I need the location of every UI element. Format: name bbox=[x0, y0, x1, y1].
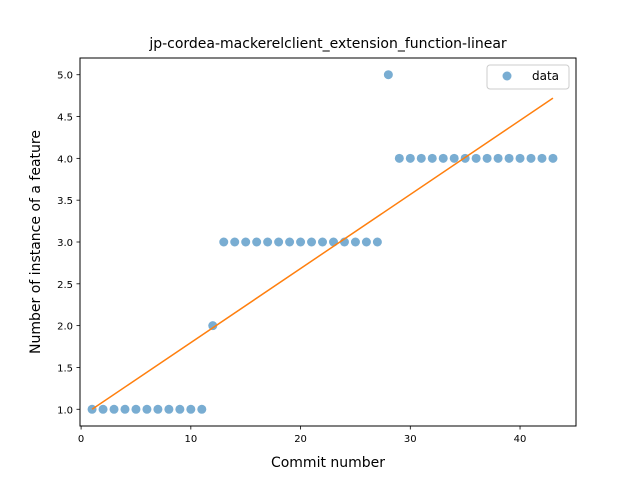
y-tick-label: 3.0 bbox=[57, 238, 73, 249]
data-point bbox=[307, 237, 317, 247]
data-point bbox=[449, 153, 459, 163]
data-point bbox=[372, 237, 382, 247]
data-point bbox=[208, 321, 218, 331]
data-point bbox=[493, 153, 503, 163]
data-point bbox=[471, 153, 481, 163]
data-point bbox=[263, 237, 273, 247]
legend-marker-data bbox=[502, 71, 512, 81]
x-tick-label: 10 bbox=[184, 434, 197, 445]
data-point bbox=[142, 404, 152, 414]
x-tick-label: 40 bbox=[514, 434, 527, 445]
data-point bbox=[383, 70, 393, 80]
data-point bbox=[504, 153, 514, 163]
data-point bbox=[548, 153, 558, 163]
data-point bbox=[427, 153, 437, 163]
data-point bbox=[186, 404, 196, 414]
data-point bbox=[175, 404, 185, 414]
data-point bbox=[230, 237, 240, 247]
data-point bbox=[394, 153, 404, 163]
data-point bbox=[285, 237, 295, 247]
y-tick-label: 1.5 bbox=[57, 363, 73, 374]
data-point bbox=[482, 153, 492, 163]
plot-area bbox=[87, 70, 558, 414]
data-point bbox=[438, 153, 448, 163]
data-point bbox=[526, 153, 536, 163]
data-point bbox=[537, 153, 547, 163]
data-point bbox=[296, 237, 306, 247]
data-point bbox=[361, 237, 371, 247]
data-point bbox=[153, 404, 163, 414]
data-point bbox=[274, 237, 284, 247]
data-point bbox=[98, 404, 108, 414]
data-point bbox=[219, 237, 229, 247]
x-tick-label: 0 bbox=[78, 434, 84, 445]
data-point bbox=[131, 404, 141, 414]
data-point bbox=[515, 153, 525, 163]
y-tick-label: 2.0 bbox=[57, 322, 73, 333]
data-point bbox=[328, 237, 338, 247]
y-tick-label: 4.5 bbox=[57, 113, 73, 124]
y-tick-label: 3.5 bbox=[57, 196, 73, 207]
data-point bbox=[416, 153, 426, 163]
data-point bbox=[120, 404, 130, 414]
x-axis-label: Commit number bbox=[271, 455, 385, 471]
y-axis-label: Number of instance of a feature bbox=[28, 130, 44, 354]
y-tick-label: 2.5 bbox=[57, 280, 73, 291]
axis-ticks: 0 10 20 30 40 1.0 1.5 2.0 2.5 3.0 3.5 4.0 4.5 5.0 bbox=[57, 71, 526, 445]
legend-label-data: data bbox=[532, 69, 559, 83]
y-tick-label: 5.0 bbox=[57, 71, 73, 82]
fit-line bbox=[91, 97, 554, 410]
legend-box bbox=[486, 64, 570, 90]
legend: data bbox=[486, 64, 570, 90]
data-point bbox=[252, 237, 262, 247]
chart-title: jp-cordea-mackerelclient_extension_funct… bbox=[148, 36, 507, 52]
y-tick-label: 1.0 bbox=[57, 405, 73, 416]
data-point bbox=[405, 153, 415, 163]
x-tick-label: 30 bbox=[404, 434, 417, 445]
y-tick-label: 4.0 bbox=[57, 154, 73, 165]
x-tick-label: 20 bbox=[294, 434, 307, 445]
data-point bbox=[241, 237, 251, 247]
data-point bbox=[197, 404, 207, 414]
data-point bbox=[164, 404, 174, 414]
data-point bbox=[109, 404, 119, 414]
data-point bbox=[350, 237, 360, 247]
data-point bbox=[318, 237, 328, 247]
